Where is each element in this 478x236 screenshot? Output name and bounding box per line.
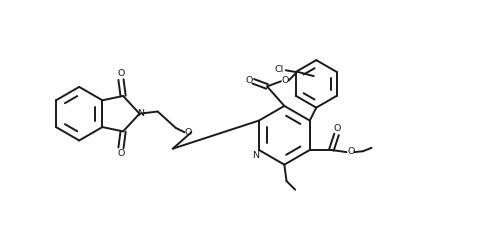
Text: N: N — [137, 109, 144, 118]
Text: O: O — [282, 76, 289, 85]
Text: O: O — [117, 69, 125, 78]
Text: O: O — [347, 147, 355, 156]
Text: O: O — [334, 124, 341, 133]
Text: O: O — [245, 76, 252, 85]
Text: Cl: Cl — [275, 65, 284, 74]
Text: O: O — [184, 128, 192, 137]
Text: O: O — [117, 149, 125, 158]
Text: N: N — [252, 151, 259, 160]
